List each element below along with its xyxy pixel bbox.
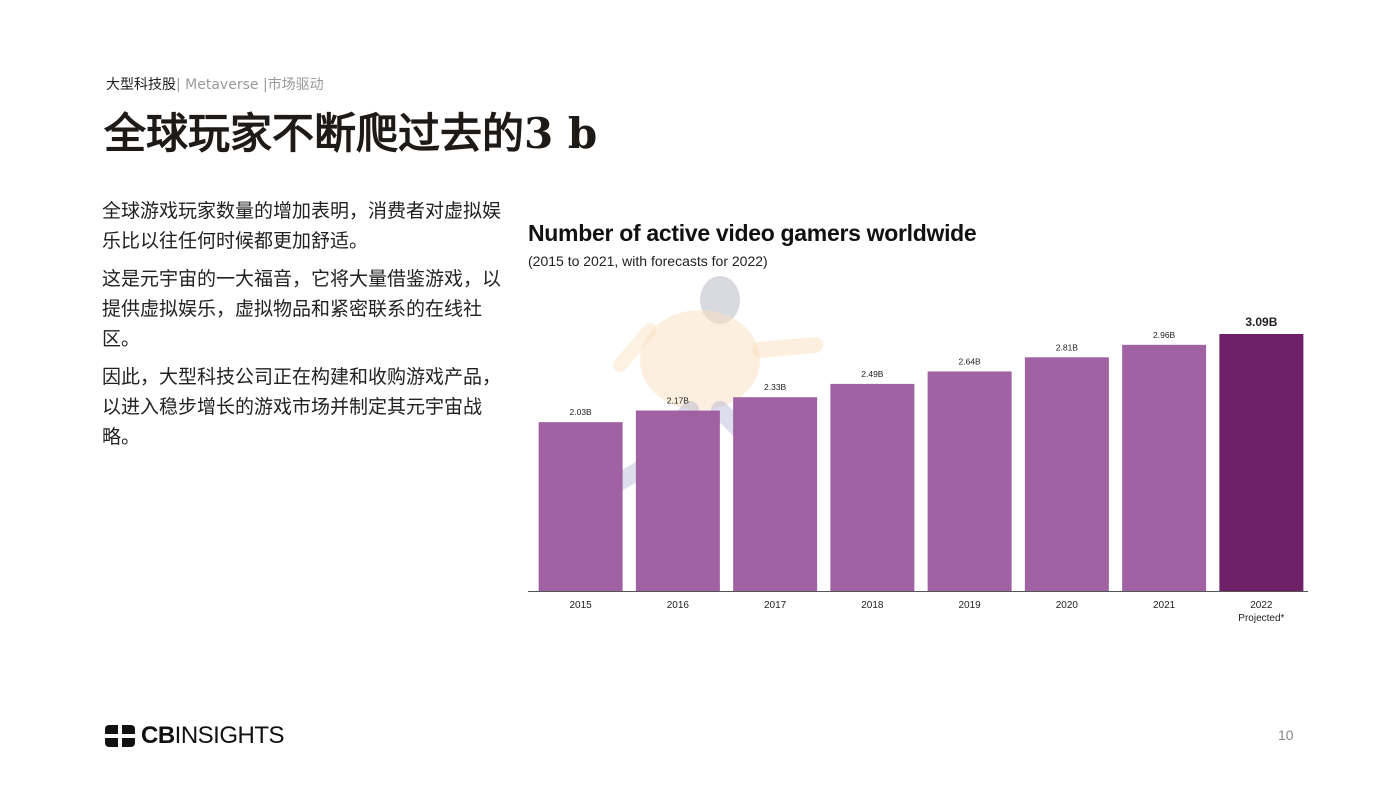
body-text: 全球游戏玩家数量的增加表明，消费者对虚拟娱乐比以往任何时候都更加舒适。 这是元宇… [102,196,502,460]
logo-text: CBINSIGHTS [141,722,285,750]
category-label-2020: 2020 [1056,600,1079,611]
bar-2017 [733,397,818,591]
value-label-2020: 2.81B [1056,342,1079,352]
breadcrumb-path: | Metaverse |市场驱动 [176,77,324,93]
value-label-2022: 3.09B [1245,315,1277,329]
logo-text-light: INSIGHTS [174,722,285,749]
value-label-2016: 2.17B [667,396,690,406]
category-label-2022: 2022 [1250,600,1273,611]
value-label-2021: 2.96B [1153,330,1176,340]
paragraph-3: 因此，大型科技公司正在构建和收购游戏产品，以进入稳步增长的游戏市场并制定其元宇宙… [102,366,502,448]
cb-logo-icon [105,725,135,747]
category-label-2016: 2016 [667,600,690,611]
value-label-2017: 2.33B [764,382,787,392]
breadcrumb-section: 大型科技股 [106,77,176,93]
category-label-2015: 2015 [570,600,593,611]
value-label-2018: 2.49B [861,369,884,379]
value-label-2019: 2.64B [959,356,982,366]
category-label-2019: 2019 [959,600,982,611]
bar-2019 [927,371,1012,591]
category-label-2018: 2018 [861,600,884,611]
chart-title: Number of active video gamers worldwide [528,220,977,246]
chart-subtitle: (2015 to 2021, with forecasts for 2022) [528,253,768,269]
bar-2015 [538,422,623,591]
breadcrumb: 大型科技股| Metaverse |市场驱动 [106,74,324,94]
category-label-2017: 2017 [764,600,787,611]
category-label-2021: 2021 [1153,600,1176,611]
paragraph-2: 这是元宇宙的一大福音，它将大量借鉴游戏，以提供虚拟娱乐，虚拟物品和紧密联系的在线… [102,268,502,350]
category-sublabel-2022: Projected* [1238,613,1284,624]
cb-insights-logo: CBINSIGHTS [105,722,285,750]
bar-2021 [1122,344,1207,591]
page-title: 全球玩家不断爬过去的3 b [104,109,598,158]
bar-2018 [830,383,915,591]
bar-2016 [635,410,720,591]
value-label-2015: 2.03B [570,407,593,417]
page-number: 10 [1278,727,1294,743]
bar-2022 [1219,334,1304,591]
paragraph-1: 全球游戏玩家数量的增加表明，消费者对虚拟娱乐比以往任何时候都更加舒适。 [102,200,502,252]
logo-text-bold: CB [141,722,175,749]
bar-2020 [1024,357,1109,591]
